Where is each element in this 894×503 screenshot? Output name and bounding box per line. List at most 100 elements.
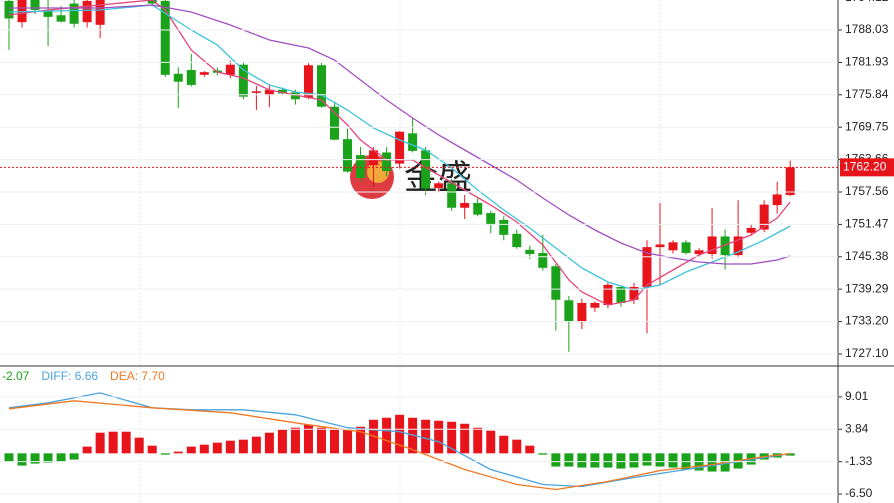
indicator-line [8,0,791,306]
macd-bar [577,453,587,468]
macd-bar [316,427,326,454]
candle-body [460,202,470,208]
macd-bar [290,427,300,454]
candle-body [343,139,353,172]
candle-body [238,64,248,97]
candle-body [746,227,756,233]
candle-body [395,131,405,164]
candle-body [733,236,743,256]
candle-body [681,242,691,253]
y-tick-label: -6.50 [845,486,873,500]
macd-bar [238,439,248,454]
candle-body [382,152,392,172]
macd-bar [382,417,392,454]
candle-body [590,302,600,308]
macd-bar [82,446,92,454]
macd-bar [668,453,678,468]
candle-body [694,250,704,255]
macd-bar [707,453,717,472]
macd-bar [642,453,652,466]
candle-body [264,89,274,96]
candle-body [551,266,561,300]
macd-bar [434,420,444,454]
candle-body [642,247,652,287]
macd-bar [199,444,209,454]
candle-body [512,233,522,248]
candle-body [303,65,313,98]
macd-bar [147,445,157,454]
macd-bar [330,429,339,454]
candle-body [82,0,92,23]
indicator-line [8,400,791,491]
macd-bar [264,432,274,454]
macd-bar [616,453,626,469]
macd-bar [525,445,535,454]
legend-entry: DIFF: 6.66 [41,369,98,383]
candle-body [160,0,170,75]
macd-bar [590,453,600,468]
y-tick-label: 1757.56 [845,184,889,198]
candle-body [720,236,730,256]
candle-body [30,0,40,10]
y-tick-label: 1781.93 [845,55,889,69]
y-tick-label: -1.33 [845,454,873,468]
candle-body [56,15,66,22]
candle-body [277,89,287,94]
macd-bar [17,453,27,466]
candle-body [356,155,366,178]
candle-body [408,133,418,151]
y-tick-label: 9.01 [845,389,869,403]
macd-bar [551,453,561,467]
y-tick-label: 1727.10 [845,346,889,360]
macd-bar [785,453,795,456]
candle-body [655,244,665,248]
candle-body [290,92,300,100]
macd-bar [486,430,496,454]
candle-body [616,286,626,303]
macd-bar [173,451,183,454]
candle-body [525,249,535,255]
y-tick-label: 1751.47 [845,217,889,231]
y-tick-label: 1794.12 [845,0,889,4]
candle-body [199,72,209,75]
candle-body [785,167,795,195]
macd-bar [564,453,574,467]
legend-entry: DEA: 7.70 [110,369,165,383]
macd-bar [356,426,366,454]
candle-body [316,65,326,107]
candle-body [225,64,235,75]
macd-bar [4,453,14,462]
candle-body [707,236,717,255]
macd-bar [43,453,53,463]
indicator-line [8,392,791,488]
macd-bar [655,453,665,467]
macd-bar [212,442,222,454]
candle-body [186,70,196,85]
macd-bar [395,414,405,454]
macd-bar [421,419,431,454]
candle-body [577,302,587,323]
candle-body [95,0,105,25]
macd-bar [186,446,196,454]
candle-body [603,284,613,306]
candle-body [473,202,483,215]
macd-bar [629,453,639,468]
candle-body [564,300,574,323]
candle-body [173,73,183,82]
last-price-box [840,158,894,177]
macd-bar [512,439,522,454]
watermark-text: 金盛 [404,159,472,197]
candle-body [147,0,157,4]
y-tick-label: 1788.03 [845,22,889,36]
macd-bar [69,453,79,460]
macd-bar [277,429,287,454]
macd-bar [160,453,170,455]
candle-body [759,204,769,230]
indicator-line [9,4,791,265]
candle-body [629,286,639,300]
macd-bar [303,424,313,454]
candle-body [772,194,782,206]
y-tick-label: 1739.29 [845,281,889,295]
